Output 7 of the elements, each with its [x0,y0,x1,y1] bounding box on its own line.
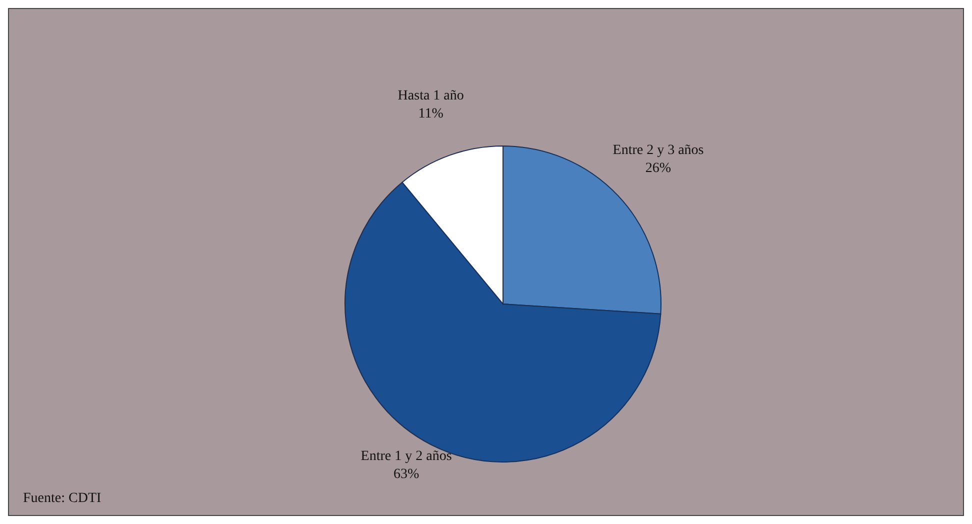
source-note: Fuente: CDTI [23,491,102,507]
data-label: 63% [393,467,420,482]
data-label: 11% [418,106,444,122]
slice-label: Hasta 1 año [398,88,464,104]
slice-label: Entre 2 y 3 años [612,143,704,158]
data-label: 26% [645,161,672,176]
slice-label: Entre 1 y 2 años [360,449,452,464]
